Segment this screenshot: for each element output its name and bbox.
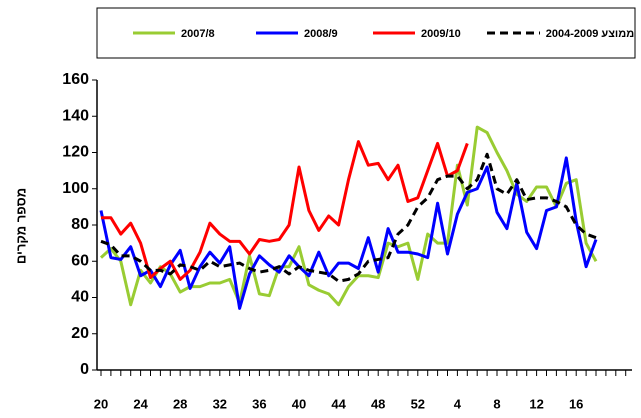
x-tick-label: 28 [173,396,187,411]
legend-label: ממוצע 2004-2009 [546,28,634,40]
x-tick-label: 20 [94,396,108,411]
y-tick-label: 20 [71,325,89,342]
x-tick-label: 52 [411,396,425,411]
x-tick-label: 4 [454,396,462,411]
x-tick-label: 8 [493,396,500,411]
y-tick-label: 80 [71,216,89,233]
series-line [99,156,598,310]
x-tick-label: 44 [331,396,346,411]
y-tick-label: 60 [71,252,89,269]
y-tick-label: 140 [62,107,89,124]
y-tick-label: 100 [62,180,89,197]
series-line [100,152,597,283]
x-tick-label: 40 [292,396,306,411]
y-tick-label: 40 [71,289,89,306]
series-line [101,140,469,281]
legend-box [96,7,636,59]
y-tick-label: 0 [80,361,89,378]
y-tick-label: 160 [62,71,89,88]
series-line [99,125,598,307]
y-tick-label: 120 [62,144,89,161]
x-tick-label: 12 [529,396,543,411]
x-tick-label: 36 [252,396,266,411]
x-tick-label: 16 [569,396,583,411]
legend-label: 2009/10 [421,28,461,40]
x-tick-label: 24 [133,396,148,411]
legend-label: 2007/8 [181,28,215,40]
legend-label: 2008/9 [304,28,338,40]
x-tick-label: 32 [213,396,227,411]
y-axis-title: מספר מקרים [13,188,28,264]
x-tick-label: 48 [371,396,385,411]
